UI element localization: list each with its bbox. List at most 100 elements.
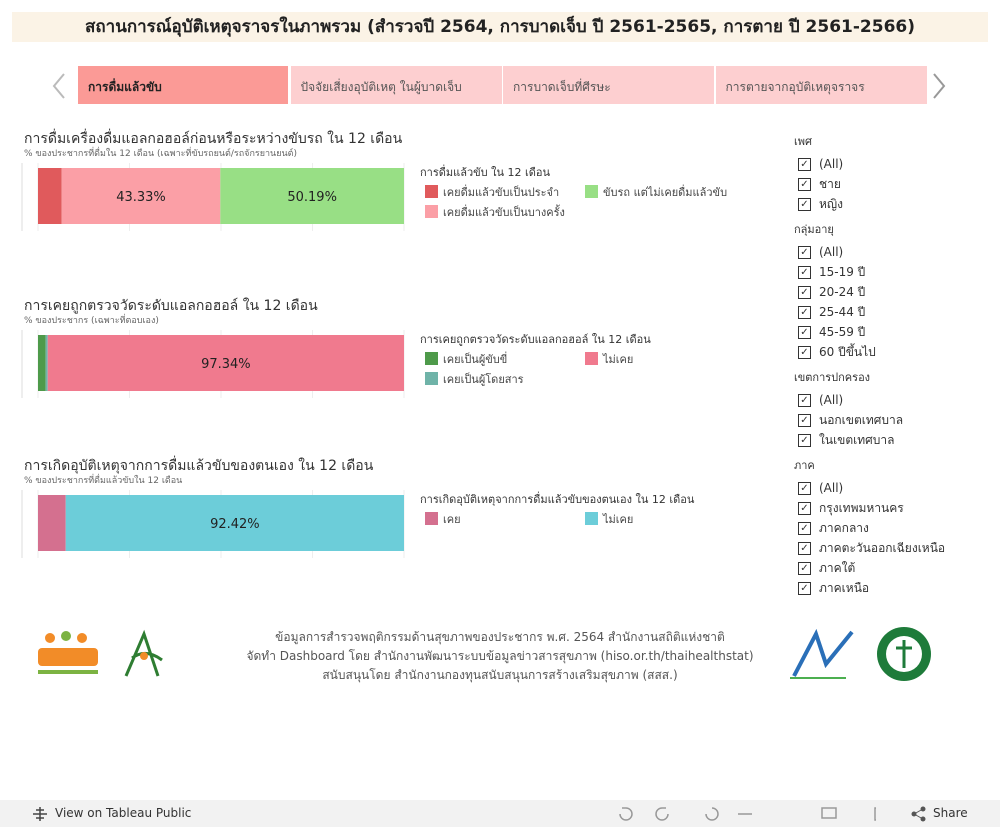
checkbox[interactable]: ✓ <box>798 521 811 535</box>
tab[interactable]: การบาดเจ็บที่ศีรษะ <box>503 66 714 104</box>
toolbar: View on Tableau Public Share <box>0 800 1000 827</box>
legend-swatch <box>425 205 438 218</box>
bar-segment <box>65 495 404 551</box>
filter-option[interactable]: ✓ กรุงเทพมหานคร <box>794 498 994 518</box>
checkbox[interactable]: ✓ <box>798 305 811 319</box>
filter-option[interactable]: ✓ 45-59 ปี <box>794 322 994 342</box>
tab[interactable]: ปัจจัยเสี่ยงอุบัติเหตุ ในผู้บาดเจ็บ <box>290 66 502 104</box>
option-label: 25-44 ปี <box>819 304 866 319</box>
toolbar-icons <box>619 807 876 821</box>
legend-swatch <box>425 352 438 365</box>
filter-option[interactable]: ✓ (All) <box>794 154 994 174</box>
chart: การเคยถูกตรวจวัดระดับแอลกอฮอล์ ใน 12 เดื… <box>21 297 651 398</box>
logos-left <box>38 629 163 677</box>
checkbox[interactable]: ✓ <box>798 265 811 279</box>
option-label: 20-24 ปี <box>819 284 866 299</box>
filter-option[interactable]: ✓ ภาคตะวันออกเฉียงเหนือ <box>794 538 994 558</box>
checkbox[interactable]: ✓ <box>798 541 811 555</box>
share-button[interactable]: Share <box>933 806 968 820</box>
option-label: (All) <box>819 393 844 407</box>
filter-option[interactable]: ✓ (All) <box>794 478 994 498</box>
filter-option[interactable]: ✓ ชาย <box>794 174 994 194</box>
checkbox[interactable]: ✓ <box>798 413 811 427</box>
filter-option[interactable]: ✓ 20-24 ปี <box>794 282 994 302</box>
checkbox[interactable]: ✓ <box>798 157 811 171</box>
chart-subtitle: % ของประชากร (เฉพาะที่ตอบเอง) <box>24 313 159 326</box>
option-label: ภาคใต้ <box>819 560 856 575</box>
option-label: กรุงเทพมหานคร <box>819 500 904 515</box>
checkbox[interactable]: ✓ <box>798 285 811 299</box>
legend-swatch <box>425 372 438 385</box>
checkbox[interactable]: ✓ <box>798 345 811 359</box>
tableau-icon <box>33 807 47 821</box>
tab[interactable]: การตายจากอุบัติเหตุจราจร <box>715 66 927 104</box>
filter-option[interactable]: ✓ 60 ปีขึ้นไป <box>794 342 994 362</box>
legend-label: เคยดื่มแล้วขับเป็นประจำ <box>443 184 559 199</box>
legend-label: ขับรถ แต่ไม่เคยดื่มแล้วขับ <box>603 184 727 199</box>
option-label: 45-59 ปี <box>819 324 866 339</box>
view-link[interactable]: View on Tableau Public <box>55 806 192 820</box>
filter-option[interactable]: ✓ 25-44 ปี <box>794 302 994 322</box>
filter-option[interactable]: ✓ (All) <box>794 390 994 410</box>
filter-option[interactable]: ✓ ภาคเหนือ <box>794 578 994 598</box>
footer-line: สนับสนุนโดย สำนักงานกองทุนสนับสนุนการสร้… <box>322 668 678 682</box>
legend-swatch <box>425 512 438 525</box>
checkbox[interactable]: ✓ <box>798 561 811 575</box>
filter-title: เพศ <box>794 135 812 148</box>
chart-title: การเกิดอุบัติเหตุจากการดื่มแล้วขับของตนเ… <box>24 456 374 474</box>
filter-option[interactable]: ✓ 15-19 ปี <box>794 262 994 282</box>
checkbox[interactable]: ✓ <box>798 245 811 259</box>
bar-segment <box>47 335 405 391</box>
option-label: ภาคตะวันออกเฉียงเหนือ <box>819 540 946 555</box>
filter-option[interactable]: ✓ ในเขตเทศบาล <box>794 430 994 450</box>
filter-option[interactable]: ✓ (All) <box>794 242 994 262</box>
filter-title: ภาค <box>794 459 815 472</box>
checkbox[interactable]: ✓ <box>798 393 811 407</box>
checkbox[interactable]: ✓ <box>798 197 811 211</box>
bar-segment <box>61 168 221 224</box>
filter-title: กลุ่มอายุ <box>794 223 834 236</box>
chart-subtitle: % ของประชากรที่ดื่มใน 12 เดือน (เฉพาะที่… <box>24 146 297 159</box>
value-label: 97.34% <box>201 357 251 372</box>
legend-title: การเคยถูกตรวจวัดระดับแอลกอฮอล์ ใน 12 เดื… <box>420 333 651 346</box>
legend-label: เคยเป็นผู้โดยสาร <box>443 372 524 386</box>
logos-right <box>790 627 931 681</box>
filter-title: เขตการปกครอง <box>794 371 871 384</box>
filter-panel: เพศ ✓ (All) ✓ ชาย ✓ หญิง กลุ่มอายุ ✓ (All) ✓ 15-19 … <box>794 126 994 598</box>
next-arrow[interactable] <box>928 70 952 102</box>
legend-swatch <box>425 185 438 198</box>
legend-swatch <box>585 185 598 198</box>
bar-segment <box>38 168 62 224</box>
footer-line: จัดทำ Dashboard โดย สำนักงานพัฒนาระบบข้อ… <box>246 649 754 663</box>
filter-option[interactable]: ✓ หญิง <box>794 194 994 214</box>
prev-arrow[interactable] <box>48 70 72 102</box>
option-label: 60 ปีขึ้นไป <box>819 344 876 359</box>
footer-text: ข้อมูลการสำรวจพฤติกรรมด้านสุขภาพของประชา… <box>200 628 800 685</box>
option-label: (All) <box>819 481 844 495</box>
checkbox[interactable]: ✓ <box>798 433 811 447</box>
option-label: 15-19 ปี <box>819 264 866 279</box>
legend-swatch <box>585 512 598 525</box>
filter-option[interactable]: ✓ นอกเขตเทศบาล <box>794 410 994 430</box>
chart: การเกิดอุบัติเหตุจากการดื่มแล้วขับของตนเ… <box>21 456 695 558</box>
share-icon[interactable] <box>910 806 928 822</box>
checkbox[interactable]: ✓ <box>798 501 811 515</box>
bar-segment <box>220 168 404 224</box>
checkbox[interactable]: ✓ <box>798 177 811 191</box>
option-label: (All) <box>819 245 844 259</box>
checkbox[interactable]: ✓ <box>798 581 811 595</box>
bar-segment <box>45 335 48 391</box>
legend-label: ไม่เคย <box>602 513 633 526</box>
option-label: ภาคกลาง <box>819 520 869 535</box>
filter-option[interactable]: ✓ ภาคใต้ <box>794 558 994 578</box>
dashboard-title: สถานการณ์อุบัติเหตุจราจรในภาพรวม (สำรวจป… <box>12 12 988 42</box>
tab[interactable]: การดื่มแล้วขับ <box>78 66 288 104</box>
legend-swatch <box>585 352 598 365</box>
checkbox[interactable]: ✓ <box>798 481 811 495</box>
option-label: หญิง <box>819 196 843 211</box>
bar-segment <box>38 335 46 391</box>
filter-option[interactable]: ✓ ภาคกลาง <box>794 518 994 538</box>
legend-label: เคยดื่มแล้วขับเป็นบางครั้ง <box>443 204 565 219</box>
checkbox[interactable]: ✓ <box>798 325 811 339</box>
